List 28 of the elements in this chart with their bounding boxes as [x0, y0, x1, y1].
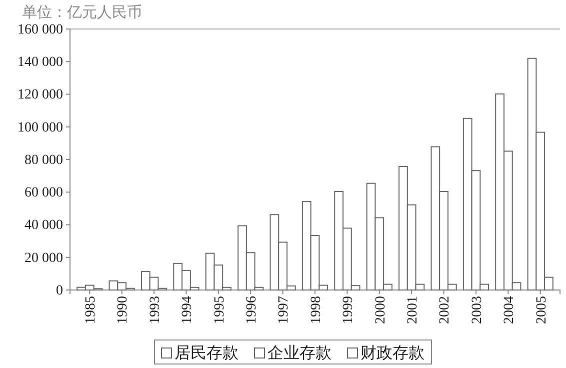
y-tick-label: 160 000 — [18, 22, 63, 38]
x-tick-label: 1999 — [341, 296, 356, 324]
x-tick-label: 1995 — [212, 296, 228, 324]
x-tick-label: 1990 — [116, 296, 131, 324]
x-tick-label: 2003 — [470, 296, 485, 324]
y-tick-label: 120 000 — [18, 88, 63, 103]
x-tick-label: 2005 — [534, 296, 550, 324]
x-tick-label: 1993 — [148, 296, 163, 324]
x-tick-label: 2002 — [438, 296, 453, 324]
legend-label: 财政存款 — [360, 344, 424, 362]
x-tick-label: 2004 — [502, 296, 518, 324]
y-tick-label: 80 000 — [24, 152, 63, 168]
x-tick-label: 1994 — [180, 296, 196, 324]
y-tick-label: 0 — [56, 283, 63, 298]
x-tick-label: 2000 — [373, 296, 388, 324]
y-tick-label: 40 000 — [24, 218, 63, 234]
y-tick-label: 100 000 — [18, 120, 63, 136]
x-tick-label: 1996 — [244, 296, 260, 324]
legend-label: 居民存款 — [174, 345, 238, 362]
x-tick-label: 1985 — [84, 296, 99, 324]
y-axis-title: 单位：亿元人民币 — [22, 4, 142, 21]
y-tick-label: 60 000 — [24, 186, 63, 201]
y-tick-label: 20 000 — [24, 250, 63, 266]
y-tick-label: 140 000 — [18, 55, 63, 70]
x-tick-label: 2001 — [405, 296, 420, 324]
legend-label: 企业存款 — [268, 344, 332, 362]
x-tick-label: 1997 — [276, 296, 292, 324]
x-tick-label: 1998 — [308, 296, 324, 324]
